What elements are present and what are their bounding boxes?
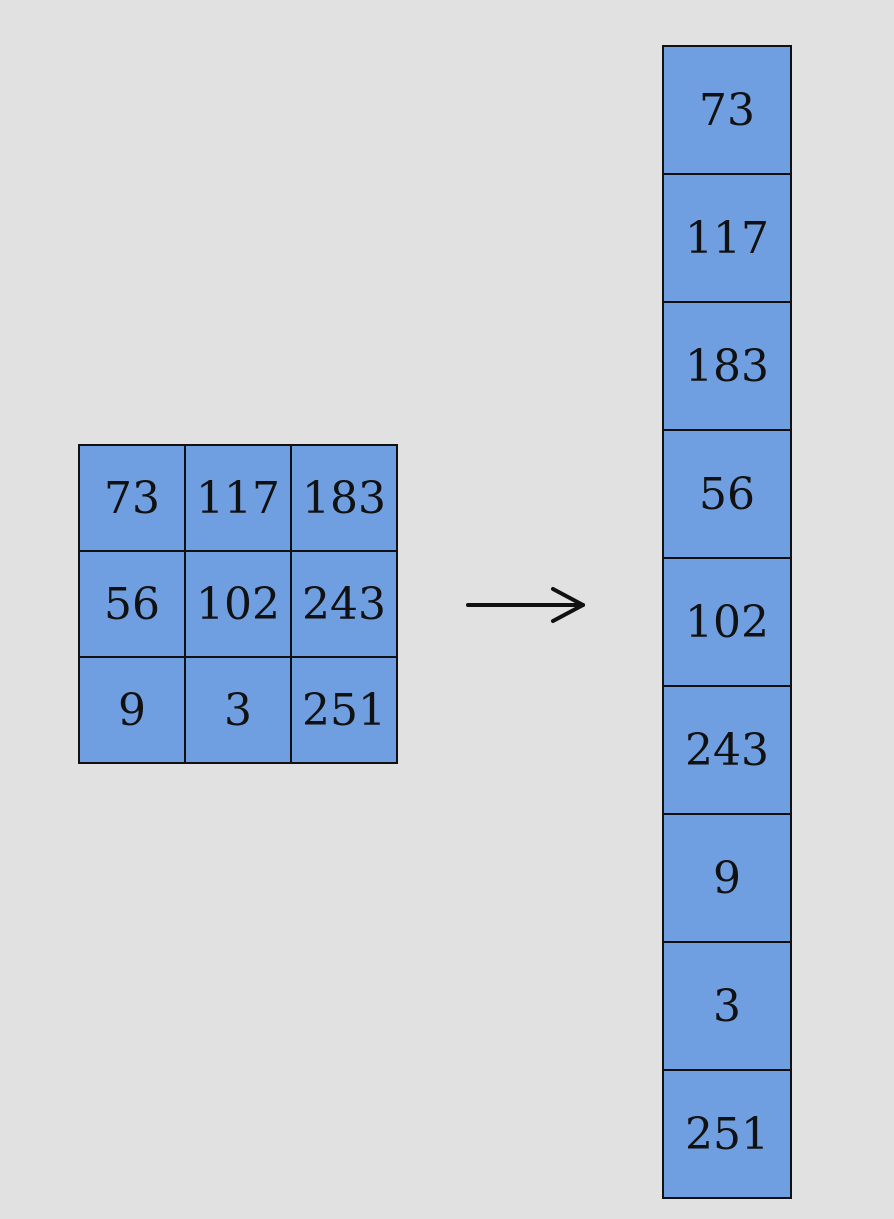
matrix-cell: 183 [290, 444, 398, 552]
right-arrow-icon [466, 587, 585, 623]
matrix-cell: 243 [290, 550, 398, 658]
matrix-cell: 117 [184, 444, 292, 552]
vector-cell: 3 [662, 941, 792, 1071]
matrix-cell: 56 [78, 550, 186, 658]
matrix-cell: 102 [184, 550, 292, 658]
matrix-cell: 9 [78, 656, 186, 764]
vector-cell: 9 [662, 813, 792, 943]
vector-cell: 102 [662, 557, 792, 687]
vector-cell: 73 [662, 45, 792, 175]
input-matrix: 73 117 183 56 102 243 9 3 251 [78, 444, 398, 764]
vector-cell: 183 [662, 301, 792, 431]
vector-cell: 251 [662, 1069, 792, 1199]
vector-cell: 117 [662, 173, 792, 303]
flattened-vector: 73 117 183 56 102 243 9 3 251 [662, 45, 792, 1199]
vector-cell: 243 [662, 685, 792, 815]
vector-cell: 56 [662, 429, 792, 559]
matrix-cell: 3 [184, 656, 292, 764]
matrix-cell: 73 [78, 444, 186, 552]
matrix-cell: 251 [290, 656, 398, 764]
